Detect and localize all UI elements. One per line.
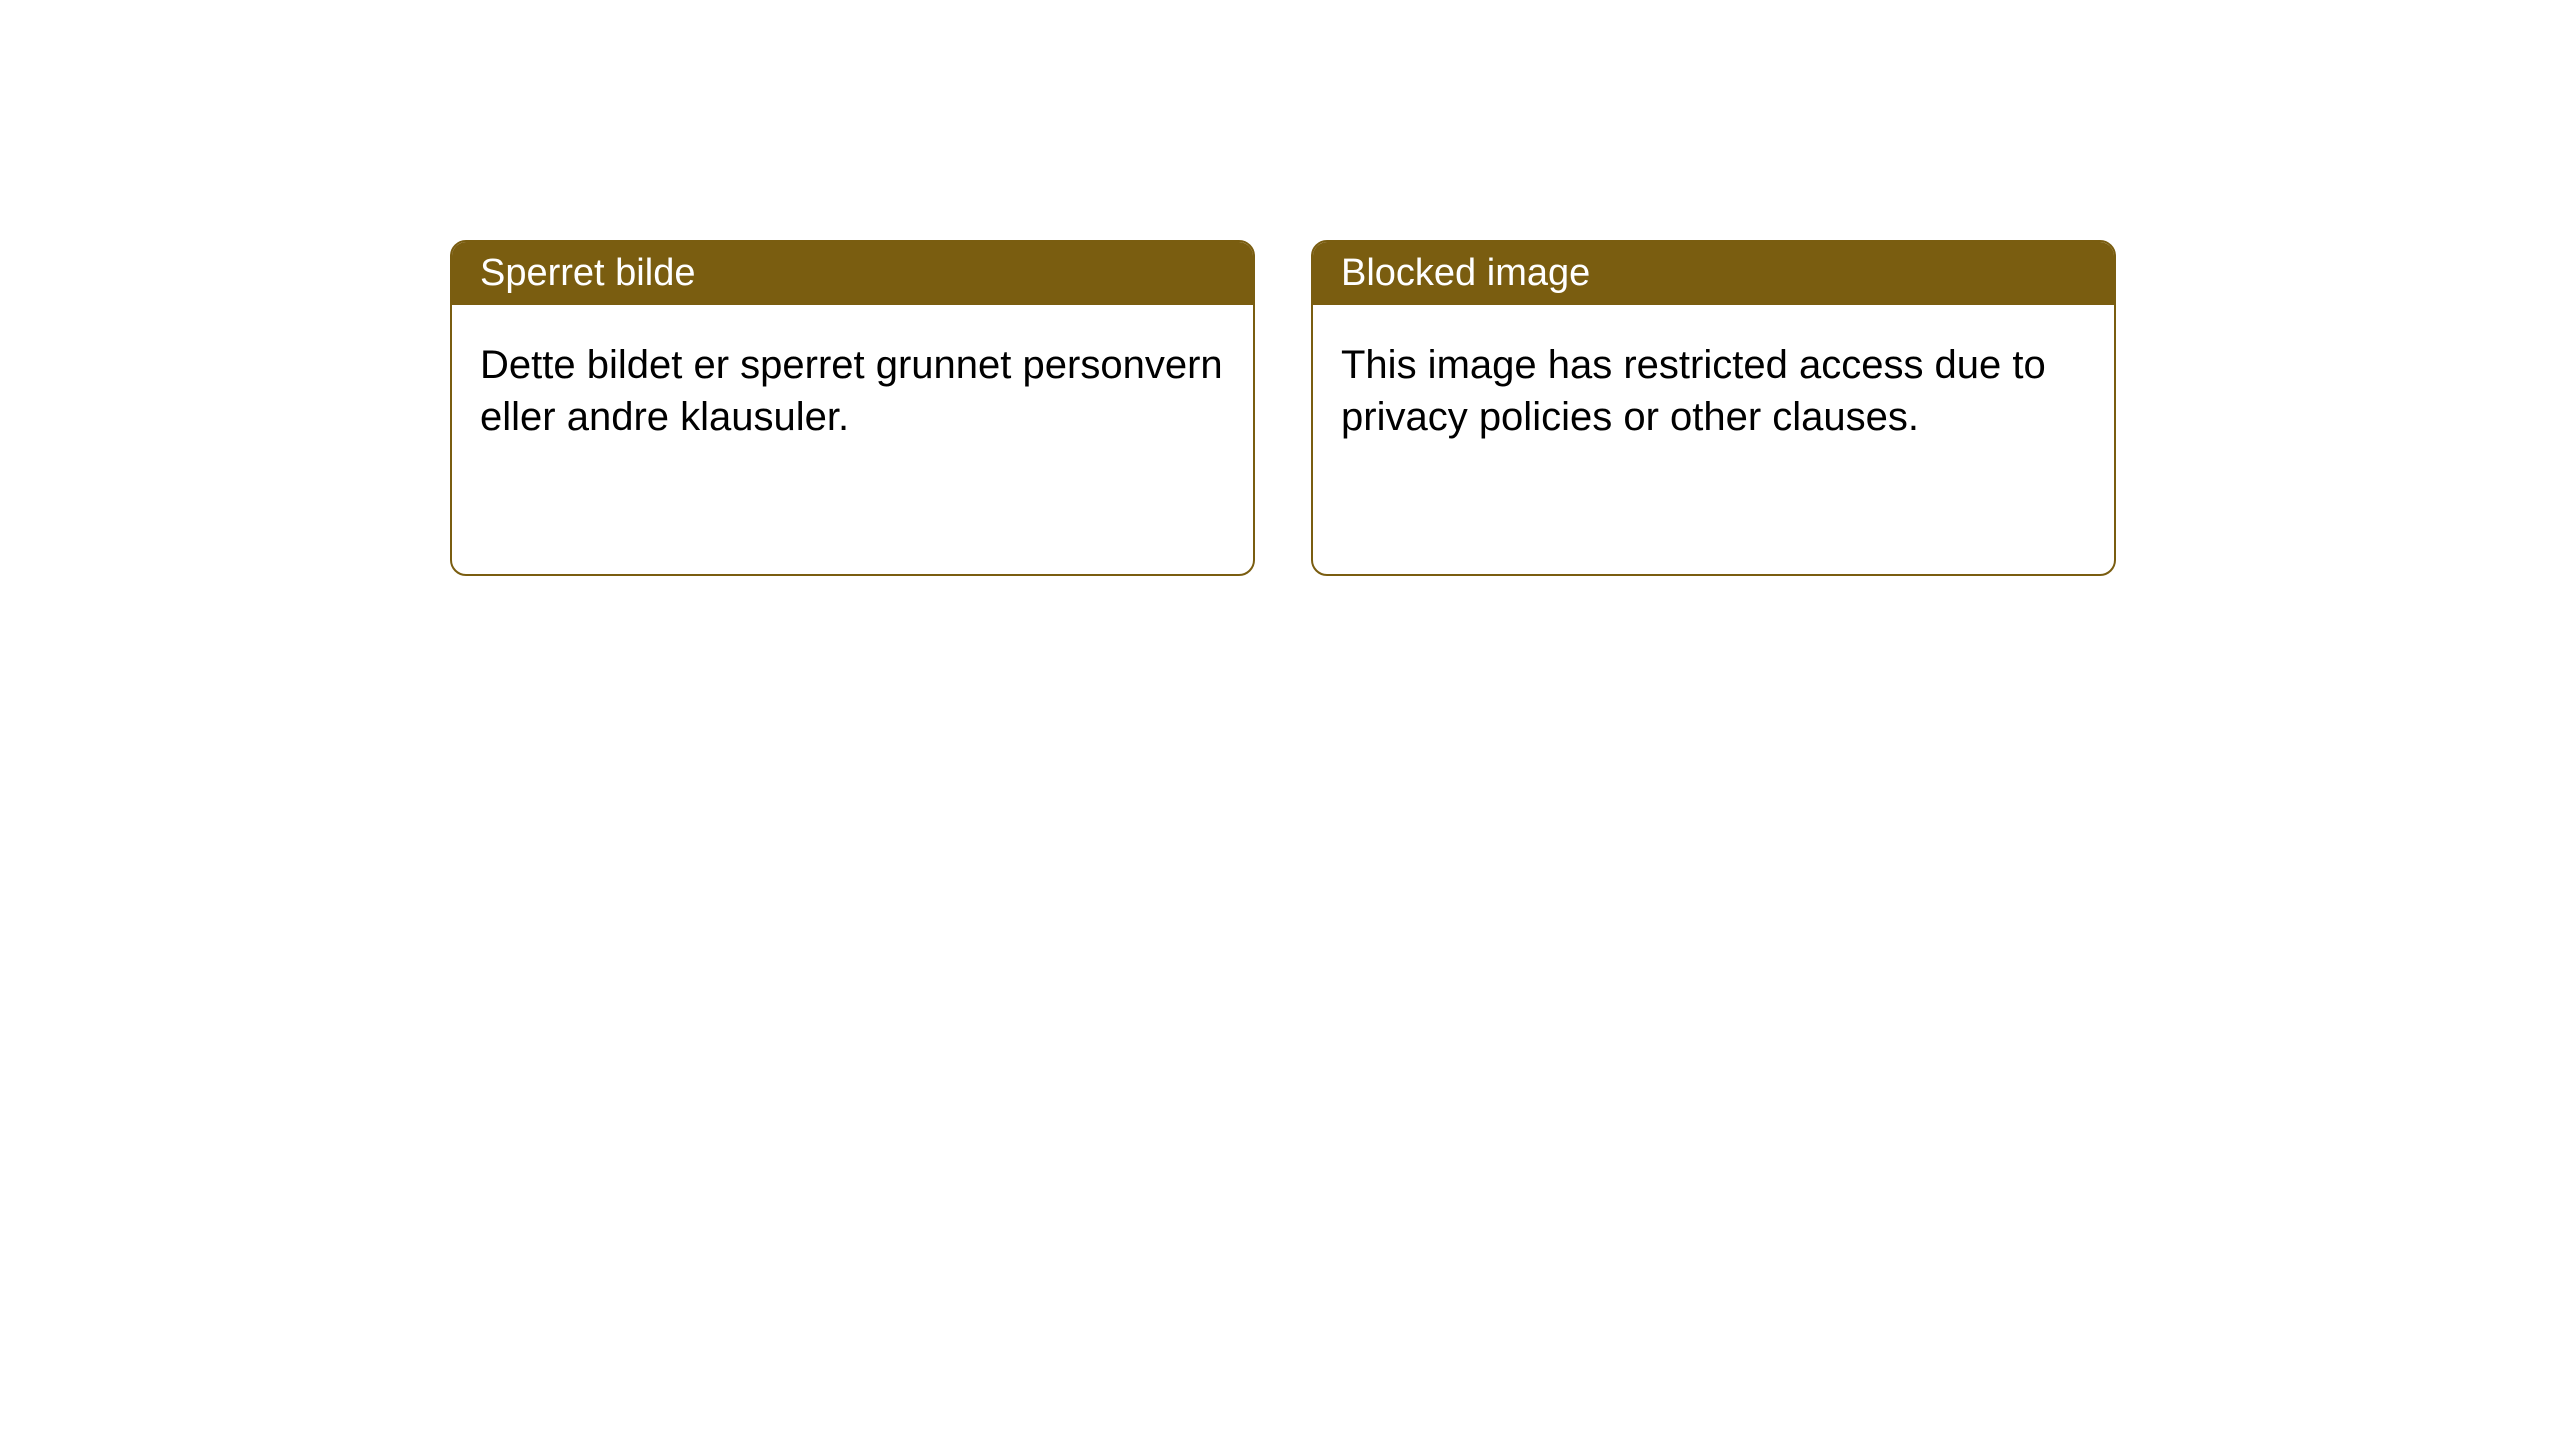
notice-body: Dette bildet er sperret grunnet personve… [452,305,1253,477]
notice-title: Sperret bilde [480,252,695,294]
notice-title: Blocked image [1341,252,1590,294]
notice-header: Sperret bilde [452,242,1253,305]
notice-container: Sperret bilde Dette bildet er sperret gr… [450,240,2116,576]
notice-body: This image has restricted access due to … [1313,305,2114,477]
notice-header: Blocked image [1313,242,2114,305]
notice-card-english: Blocked image This image has restricted … [1311,240,2116,576]
notice-text: This image has restricted access due to … [1341,343,2046,439]
notice-card-norwegian: Sperret bilde Dette bildet er sperret gr… [450,240,1255,576]
notice-text: Dette bildet er sperret grunnet personve… [480,343,1223,439]
